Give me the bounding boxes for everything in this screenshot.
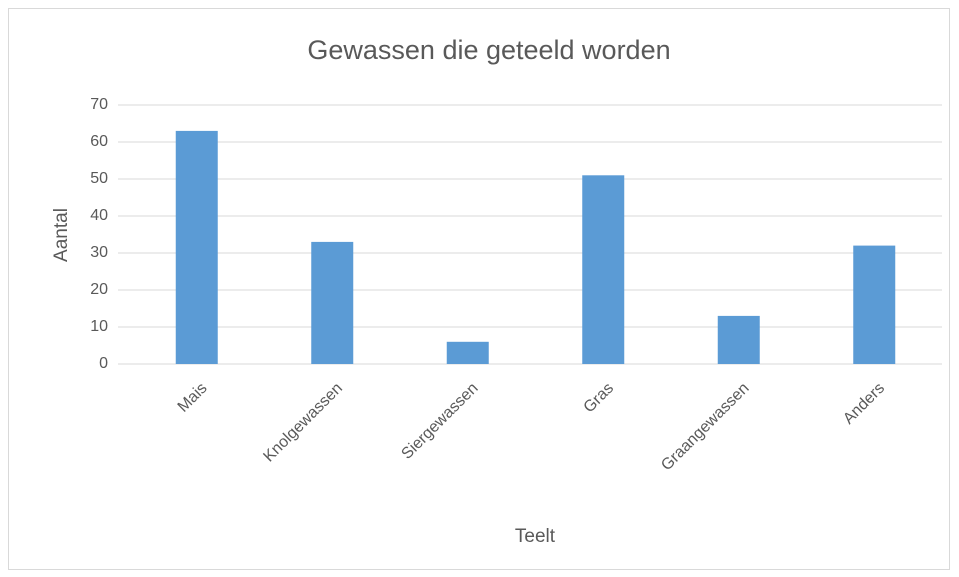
bar <box>175 130 218 364</box>
bar <box>446 341 489 364</box>
y-tick-label: 0 <box>99 355 108 372</box>
y-tick-label: 20 <box>90 281 108 298</box>
bar <box>853 245 896 364</box>
bar <box>717 315 760 364</box>
y-tick-label: 60 <box>90 133 108 150</box>
chart-frame <box>8 8 950 570</box>
y-tick-label: 10 <box>90 318 108 335</box>
y-tick-label: 50 <box>90 170 108 187</box>
x-axis-title: Teelt <box>515 526 556 547</box>
bar <box>311 241 354 364</box>
y-axis-title: Aantal <box>51 208 72 262</box>
y-tick-label: 30 <box>90 244 108 261</box>
bar <box>582 175 625 364</box>
chart-title: Gewassen die geteeld worden <box>307 35 670 65</box>
y-tick-label: 40 <box>90 207 108 224</box>
y-tick-label: 70 <box>90 96 108 113</box>
